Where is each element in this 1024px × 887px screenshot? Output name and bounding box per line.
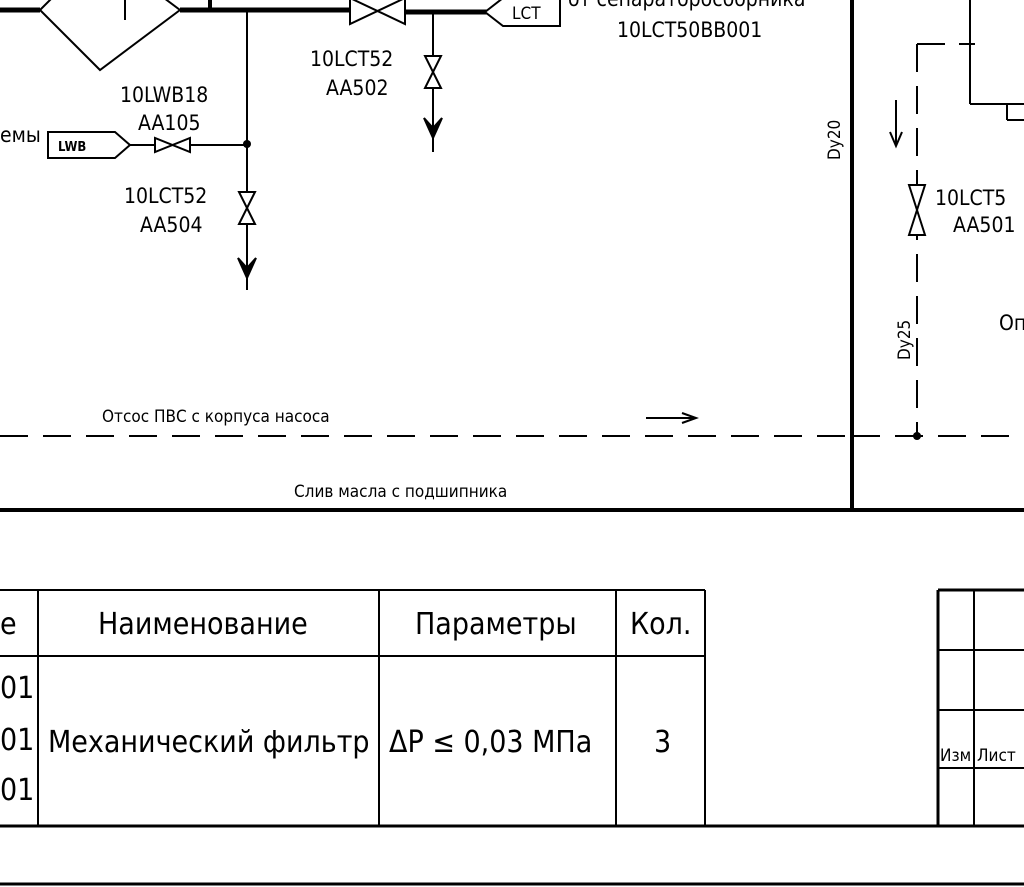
table-header-code: е: [0, 607, 17, 642]
table-cell-qty: 3: [654, 725, 671, 760]
table-cell-code-2: 01: [0, 723, 34, 758]
table-cell-name: Механический фильтр: [48, 725, 370, 760]
valve-aa501-symbol: [907, 184, 927, 236]
separator-code-label: 10LCT50BB001: [617, 18, 762, 42]
dy25-label: Dy25: [895, 320, 915, 360]
spec-table-grid: [0, 589, 1024, 828]
drain-arrow-502: [423, 117, 443, 141]
dy20-label: Dy20: [825, 120, 845, 160]
flow-arrow-down: [889, 100, 903, 149]
table-cell-code-1: 01: [0, 671, 34, 706]
lct-tag-text: LCT: [512, 4, 541, 24]
valve-aa105-label-1: 10LWB18: [120, 83, 208, 107]
valve-aa501-label-1: 10LCT5: [935, 186, 1006, 210]
valve-aa504-label-1: 10LCT52: [124, 184, 207, 208]
partial-left-label: емы: [0, 123, 41, 147]
suction-line-label: Отсос ПВС с корпуса насоса: [102, 407, 330, 427]
main-valve-symbol: [349, 0, 406, 26]
right-box-outline: [969, 0, 1024, 121]
lwb-tag: LWB: [47, 131, 132, 159]
title-block-izm: Изм: [940, 746, 971, 766]
table-header-name: Наименование: [98, 607, 308, 642]
lct-tag: LCT: [483, 0, 561, 27]
title-block-list: Лист: [977, 746, 1016, 766]
valve-aa504-label-2: AA504: [140, 213, 202, 237]
table-cell-params: ΔP ≤ 0,03 МПа: [389, 725, 592, 760]
oil-drain-label: Слив масла с подшипника: [294, 482, 507, 502]
lwb-tag-text: LWB: [58, 140, 86, 155]
junction-dot-right: [913, 432, 921, 440]
valve-aa105-label-2: AA105: [138, 111, 200, 135]
valve-aa502-label-2: AA502: [326, 76, 388, 100]
valve-aa501-label-2: AA501: [953, 213, 1015, 237]
valve-aa502-label-1: 10LCT52: [310, 47, 393, 71]
title-block-grid: [936, 588, 1024, 826]
drain-arrow-504: [237, 257, 257, 281]
table-cell-code-3: 01: [0, 773, 34, 808]
flow-arrow-right: [646, 412, 699, 424]
table-header-qty: Кол.: [630, 607, 692, 642]
right-dashed-lines: [916, 43, 975, 436]
valve-aa502-symbol: [423, 55, 443, 89]
valve-aa504-symbol: [237, 191, 257, 225]
table-header-params: Параметры: [415, 607, 577, 642]
filter-symbol: [38, 0, 182, 72]
partial-right-label: Оп: [999, 311, 1024, 335]
from-separator-label: от сепараторосборника: [568, 0, 805, 11]
valve-aa105-symbol: [154, 136, 191, 154]
